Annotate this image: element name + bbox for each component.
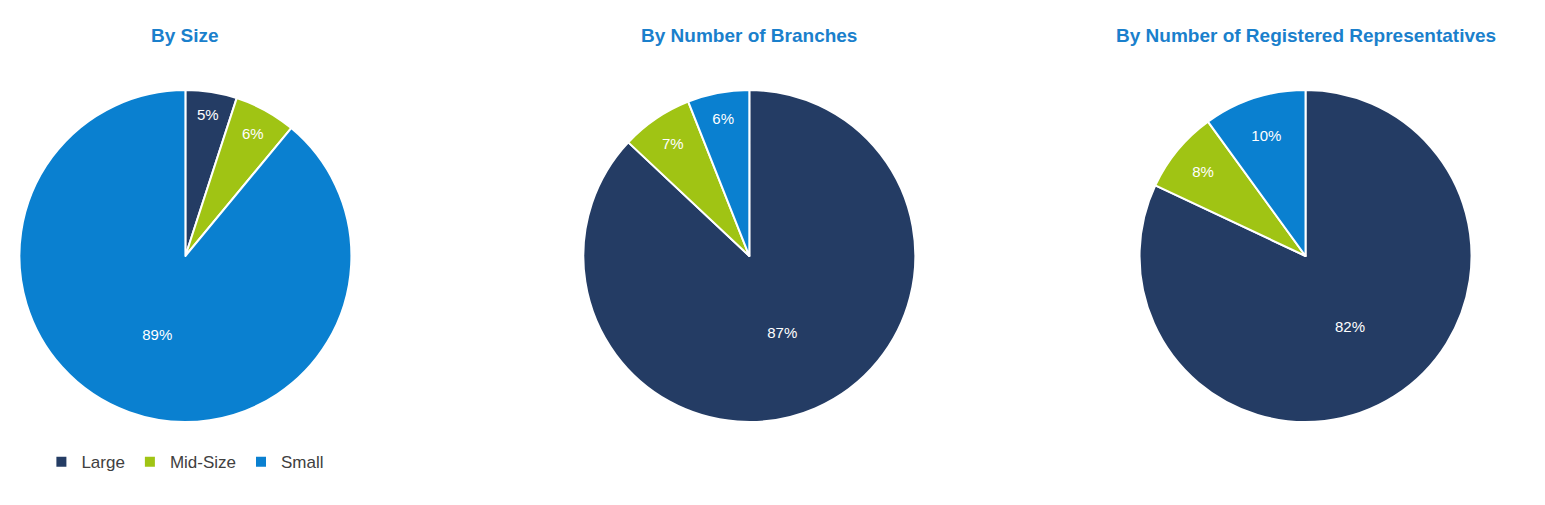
svg-text:82%: 82%: [1335, 318, 1365, 335]
svg-text:10%: 10%: [1251, 127, 1281, 144]
svg-text:6%: 6%: [242, 125, 264, 142]
svg-text:By Number of Branches: By Number of Branches: [641, 25, 857, 46]
svg-text:6%: 6%: [712, 110, 734, 127]
svg-text:Large: Large: [81, 453, 124, 472]
svg-text:By Size: By Size: [151, 25, 219, 46]
svg-text:Small: Small: [281, 453, 324, 472]
svg-text:Mid-Size: Mid-Size: [170, 453, 236, 472]
svg-text:7%: 7%: [662, 135, 684, 152]
svg-text:5%: 5%: [197, 106, 219, 123]
svg-text:8%: 8%: [1192, 163, 1214, 180]
svg-text:89%: 89%: [142, 326, 172, 343]
svg-text:87%: 87%: [767, 324, 797, 341]
svg-text:By Number of Registered Repres: By Number of Registered Representatives: [1116, 25, 1496, 46]
